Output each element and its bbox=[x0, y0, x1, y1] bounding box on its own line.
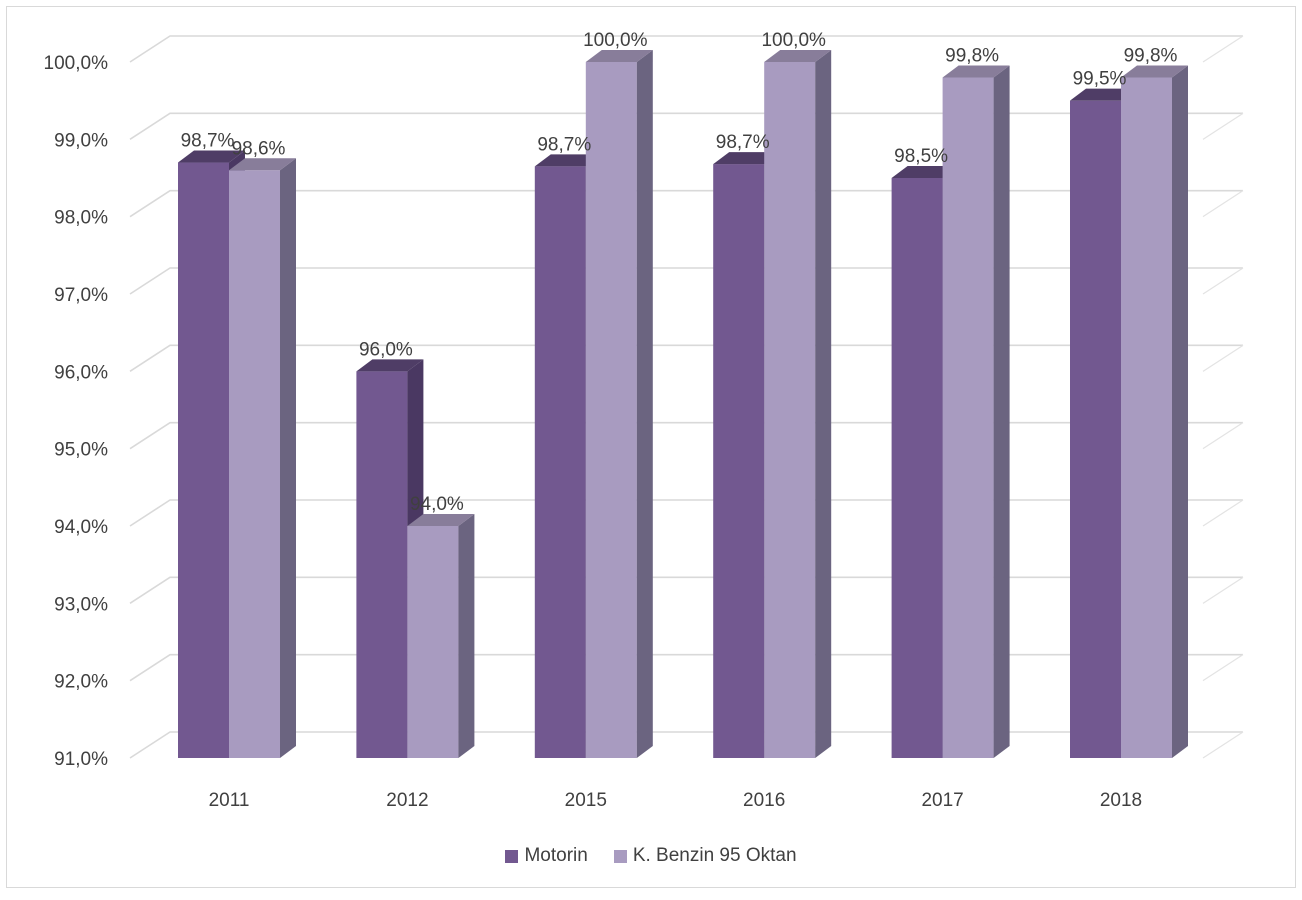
data-label: 99,8% bbox=[1124, 45, 1178, 66]
y-tick-label: 97,0% bbox=[54, 285, 108, 306]
bar-front bbox=[407, 526, 459, 758]
bar-top bbox=[585, 50, 653, 62]
bar-front bbox=[356, 371, 408, 758]
y-tick-label: 92,0% bbox=[54, 672, 108, 693]
gridline bbox=[129, 499, 1243, 527]
y-tick-label: 98,0% bbox=[54, 208, 108, 229]
bar-benzin-2015 bbox=[585, 50, 653, 758]
x-tick-label: 2016 bbox=[743, 790, 785, 811]
bar-front bbox=[1121, 77, 1172, 758]
gridlines bbox=[129, 35, 1244, 759]
bar-side bbox=[1172, 65, 1188, 758]
bar-benzin-2018 bbox=[1121, 65, 1188, 758]
bar-front bbox=[764, 62, 816, 758]
bar-side bbox=[636, 50, 653, 758]
bar-top bbox=[534, 154, 602, 167]
gridline-right bbox=[1202, 190, 1244, 218]
data-label: 99,8% bbox=[945, 45, 999, 66]
bar-front bbox=[229, 170, 280, 758]
bar-top bbox=[178, 150, 245, 163]
y-tick-label: 96,0% bbox=[54, 362, 108, 383]
data-label: 98,7% bbox=[537, 134, 591, 155]
gridline-right bbox=[1202, 267, 1244, 295]
bar-front bbox=[942, 77, 994, 758]
legend: Motorin K. Benzin 95 Oktan bbox=[0, 845, 1302, 867]
y-tick-label: 95,0% bbox=[54, 440, 108, 461]
bar-side bbox=[458, 514, 475, 758]
bar-benzin-2011 bbox=[229, 158, 296, 758]
gridline bbox=[129, 576, 1243, 605]
bar-top bbox=[1121, 65, 1188, 78]
legend-entry-benzin: K. Benzin 95 Oktan bbox=[613, 845, 797, 867]
gridline-right bbox=[1202, 35, 1244, 63]
data-label: 96,0% bbox=[359, 339, 413, 360]
legend-entry-motorin: Motorin bbox=[505, 845, 588, 867]
bar-top bbox=[229, 158, 296, 171]
bar-benzin-2012 bbox=[407, 514, 475, 758]
gridline-right bbox=[1202, 422, 1244, 450]
gridline bbox=[129, 189, 1243, 218]
bars bbox=[178, 50, 1188, 759]
y-tick-label: 91,0% bbox=[54, 749, 108, 770]
y-tick-label: 100,0% bbox=[44, 53, 109, 74]
bar-top bbox=[1070, 88, 1137, 101]
bar-side bbox=[815, 50, 832, 758]
bar-top bbox=[713, 152, 781, 165]
legend-swatch-benzin bbox=[613, 849, 627, 863]
bar-top bbox=[764, 50, 832, 62]
legend-label-benzin: K. Benzin 95 Oktan bbox=[632, 845, 797, 866]
data-label: 99,5% bbox=[1073, 69, 1127, 90]
data-label: 100,0% bbox=[583, 30, 648, 51]
y-axis-ticks: 91,0% 92,0% 93,0% 94,0% 95,0% 96,0% 97,0% 98,0%… bbox=[44, 53, 109, 770]
bar-front bbox=[1070, 100, 1121, 758]
gridline bbox=[129, 344, 1243, 373]
gridline-right bbox=[1202, 112, 1244, 140]
bar-top bbox=[356, 359, 424, 372]
gridline-right bbox=[1202, 654, 1244, 682]
y-tick-label: 93,0% bbox=[54, 594, 108, 615]
data-label: 98,7% bbox=[716, 132, 770, 153]
gridline-right bbox=[1202, 499, 1244, 527]
x-tick-label: 2015 bbox=[565, 790, 607, 811]
gridline bbox=[129, 267, 1243, 295]
data-label: 98,5% bbox=[894, 146, 948, 167]
gridline bbox=[129, 731, 1243, 759]
gridline bbox=[129, 112, 1243, 141]
x-tick-label: 2011 bbox=[209, 790, 250, 811]
bar-front bbox=[178, 162, 229, 759]
data-label: 98,7% bbox=[181, 131, 235, 152]
bar-front bbox=[713, 164, 765, 758]
bar-benzin-2016 bbox=[764, 50, 832, 758]
y-tick-label: 94,0% bbox=[54, 517, 108, 538]
legend-label-motorin: Motorin bbox=[524, 845, 588, 866]
legend-swatch-motorin bbox=[505, 849, 519, 863]
bar-side bbox=[993, 65, 1010, 758]
x-tick-label: 2018 bbox=[1100, 790, 1142, 811]
bar-top bbox=[407, 514, 475, 526]
bar-front bbox=[585, 62, 637, 758]
gridline bbox=[129, 653, 1243, 682]
bar-front bbox=[891, 178, 943, 758]
gridline bbox=[129, 35, 1243, 63]
gridline bbox=[129, 421, 1243, 450]
y-tick-label: 99,0% bbox=[54, 130, 108, 151]
x-axis-ticks: 2011 2012 2015 2016 2017 2018 bbox=[209, 790, 1143, 811]
data-label: 94,0% bbox=[410, 494, 464, 515]
gridline-right bbox=[1202, 576, 1244, 604]
gridline-right bbox=[1202, 344, 1244, 372]
bar-front bbox=[534, 166, 586, 758]
data-label: 98,6% bbox=[232, 138, 286, 159]
x-tick-label: 2017 bbox=[921, 790, 963, 811]
data-label: 100,0% bbox=[761, 30, 826, 51]
bar-top bbox=[942, 65, 1010, 78]
x-tick-label: 2012 bbox=[386, 790, 428, 811]
gridline-right bbox=[1202, 731, 1244, 759]
bar-top bbox=[891, 166, 959, 178]
data-labels: 98,7%98,6%96,0%94,0%98,7%100,0%98,7%100,… bbox=[181, 30, 1178, 515]
bar-benzin-2017 bbox=[942, 65, 1010, 758]
bar-side bbox=[280, 158, 296, 758]
